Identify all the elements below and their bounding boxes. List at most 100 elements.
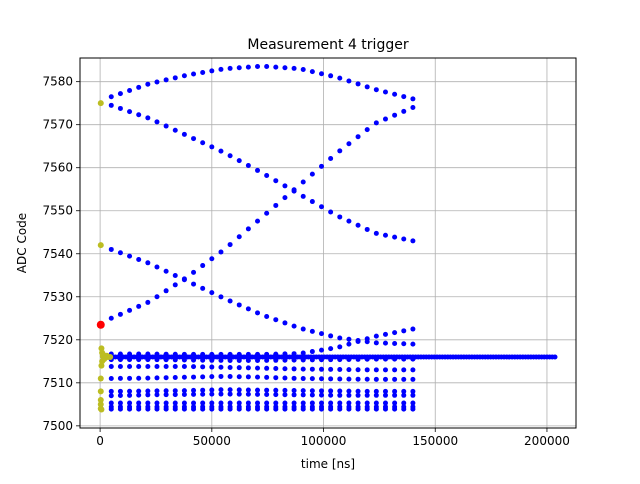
data-point [300,366,306,372]
data-point [273,64,279,70]
data-point [97,242,104,249]
data-point [319,376,325,382]
data-point [264,406,270,412]
data-point [309,357,315,363]
data-point [245,357,251,363]
data-point [373,230,379,236]
data-point [191,364,197,370]
data-point [154,294,160,300]
data-point [163,406,169,412]
data-point [382,232,388,238]
data-point [273,375,279,381]
data-point [181,357,187,363]
data-point [255,400,261,406]
data-point [163,375,169,381]
data-point [282,400,288,406]
x-tick-label: 100000 [301,434,347,448]
data-point [319,331,325,337]
data-point [200,69,206,75]
data-point [291,388,297,394]
data-point [163,351,169,357]
data-point [136,351,142,357]
data-point [273,366,279,372]
data-point [236,374,242,380]
data-point [163,123,169,129]
data-point [117,91,123,97]
data-point [309,366,315,372]
data-point [127,307,133,313]
data-point [191,357,197,363]
data-point [300,357,306,363]
data-point [264,387,270,393]
data-point [382,388,388,394]
x-tick-label: 0 [96,434,104,448]
data-point [355,134,361,140]
data-point [191,136,197,142]
data-point [410,392,416,398]
data-point [355,222,361,228]
data-point [300,67,306,73]
data-point [273,357,279,363]
data-point [291,357,297,363]
data-point [337,400,343,406]
data-point [117,311,123,317]
data-point [245,226,251,232]
data-point [273,202,279,208]
data-point [364,127,370,133]
data-point [392,112,398,118]
data-point [172,75,178,81]
data-point [200,351,206,357]
data-point [373,388,379,394]
data-point [264,172,270,178]
data-point [309,376,315,382]
data-point [236,158,242,164]
data-point [97,375,104,382]
data-point [382,356,388,362]
data-point [227,357,233,363]
data-point [227,298,233,304]
data-point [209,357,215,363]
data-point [346,392,352,398]
data-point [291,323,297,329]
data-point [346,376,352,382]
y-axis-label: ADC Code [15,213,29,273]
data-point [209,364,215,370]
data-point [127,400,133,406]
data-point [108,246,114,252]
data-point [200,285,206,291]
data-point [145,388,151,394]
data-point [282,392,288,398]
data-point [255,218,261,224]
data-point [236,365,242,371]
data-point [172,273,178,279]
data-point [145,299,151,305]
data-point [136,112,142,118]
data-point [392,388,398,394]
data-point [264,391,270,397]
data-point [127,357,133,363]
data-point [255,357,261,363]
data-point [392,234,398,240]
data-point [145,400,151,406]
data-point [163,400,169,406]
data-point [355,356,361,362]
data-point [401,367,407,373]
data-point [364,376,370,382]
data-point [309,171,315,177]
data-point [300,400,306,406]
data-point [309,388,315,394]
data-point [136,388,142,394]
data-point [181,351,187,357]
data-point [145,115,151,121]
data-point [172,363,178,369]
data-point [264,400,270,406]
data-point [163,357,169,363]
data-point [337,75,343,81]
data-point [127,109,133,115]
data-point [117,388,123,394]
data-point [401,376,407,382]
data-point [163,392,169,398]
data-point [319,392,325,398]
data-point [401,328,407,334]
data-point [410,238,416,244]
